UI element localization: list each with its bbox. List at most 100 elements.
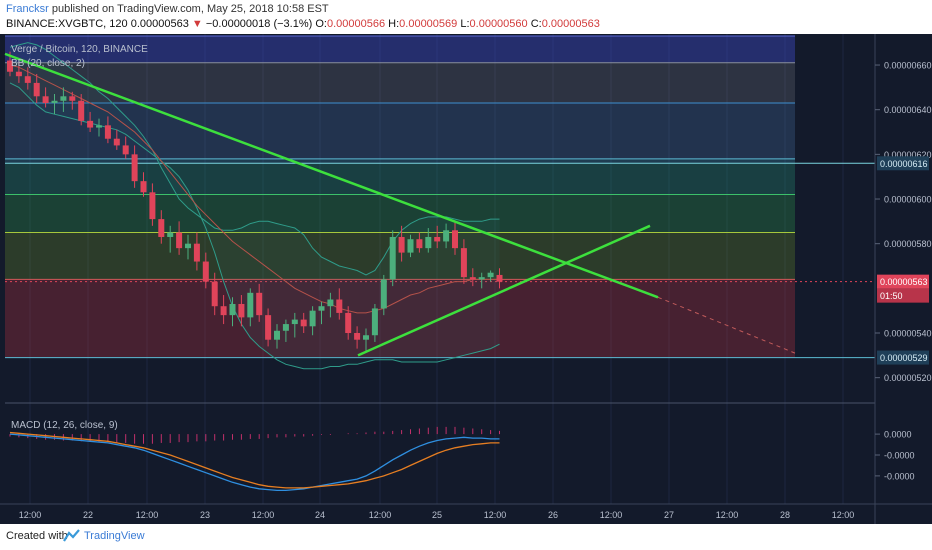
fib-retracement[interactable]: [5, 35, 875, 359]
signal-line: [9, 431, 500, 489]
time-tick-label: 28: [780, 510, 790, 520]
candle: [176, 221, 183, 255]
ohlc-line: BINANCE:XVGBTC, 120 0.00000563 ▼ −0.0000…: [6, 18, 600, 30]
candle-body: [363, 335, 369, 340]
time-tick-label: 12:00: [832, 510, 855, 520]
fib-lower-marker: 0.00000529: [877, 350, 929, 365]
candle-body: [247, 292, 254, 318]
tradingview-logo-icon: [63, 529, 80, 542]
candle: [478, 272, 485, 289]
price-axis[interactable]: 0.00000660 0.00000640 0.00000620 0.00000600…: [875, 61, 932, 384]
candle-body: [229, 303, 236, 316]
candle-body: [193, 243, 200, 262]
chart-area[interactable]: 0.00000660 0.00000640 0.00000620 0.00000600…: [0, 34, 932, 524]
candle-body: [185, 243, 191, 249]
time-tick-label: 12:00: [19, 510, 42, 520]
candle: [33, 73, 40, 103]
macd-axis[interactable]: 0.0000 -0.0000 -0.0000: [875, 430, 915, 482]
candle: [149, 183, 156, 226]
candles-group: [7, 51, 503, 351]
candle: [60, 87, 67, 112]
candle: [202, 252, 209, 289]
candle: [104, 116, 111, 144]
high-value: 0.00000569: [399, 18, 458, 30]
price-tick-label: 0.00000540: [884, 329, 932, 339]
fib-lower-marker-label: 0.00000529: [880, 353, 928, 363]
price-chart[interactable]: 0.00000660 0.00000640 0.00000620 0.00000600…: [0, 34, 932, 524]
fib-level-marker-label: 0.00000616: [880, 159, 928, 169]
countdown-marker-label: 01:50: [880, 291, 903, 301]
ascending-trendline[interactable]: [357, 224, 651, 357]
change-arrow: ▼: [191, 18, 203, 30]
fib-zone: [5, 158, 795, 164]
candle: [274, 324, 280, 349]
candle-body: [167, 232, 174, 237]
candle-body: [256, 292, 263, 316]
candle-body: [211, 281, 218, 307]
author-link[interactable]: Francksr: [6, 3, 49, 15]
high-label: H:: [388, 18, 400, 30]
candle: [15, 62, 22, 83]
price-tick-label: 0.00000520: [884, 373, 932, 383]
candle-body: [434, 236, 441, 242]
candle-body: [24, 76, 31, 83]
candle-body: [60, 96, 67, 101]
published-text: published on TradingView.com, May 25, 20…: [51, 3, 329, 15]
candle: [354, 326, 361, 349]
descending-trendline[interactable]: [4, 52, 659, 299]
time-tick-label: 23: [200, 510, 210, 520]
candle-body: [318, 306, 325, 311]
candle: [487, 270, 494, 282]
candle-body: [7, 60, 13, 72]
time-tick-label: 12:00: [252, 510, 275, 520]
candle: [256, 283, 263, 322]
candle: [42, 87, 49, 108]
candle-body: [398, 236, 405, 253]
candle-body: [140, 181, 147, 193]
candle: [363, 328, 369, 351]
candle: [78, 94, 85, 126]
candle: [345, 306, 352, 340]
candle-body: [487, 272, 494, 278]
candle-body: [389, 236, 396, 280]
candle: [220, 295, 227, 325]
fib-zone: [5, 163, 795, 195]
candle-body: [158, 219, 165, 237]
time-tick-label: 12:00: [136, 510, 159, 520]
low-label: L:: [460, 18, 470, 30]
candle-body: [460, 248, 467, 278]
candle-body: [345, 312, 352, 334]
candle: [469, 268, 476, 287]
candle-body: [496, 274, 503, 282]
time-axis[interactable]: 12:00 22 12:00 23 12:00 24 12:00 25 12:00 26 12:00…: [19, 510, 855, 520]
bb-fill: [10, 42, 500, 369]
candle-body: [309, 310, 316, 327]
candle: [229, 297, 236, 327]
candle: [122, 136, 129, 159]
candle-body: [238, 303, 245, 318]
macd-tick-label: -0.0000: [884, 451, 915, 461]
candle: [300, 312, 307, 334]
candle-body: [96, 125, 102, 128]
close-value: 0.00000563: [541, 18, 600, 30]
tradingview-brand[interactable]: TradingView: [84, 530, 145, 542]
time-tick-label: 22: [83, 510, 93, 520]
bollinger-bands: [9, 42, 500, 370]
candle-body: [452, 230, 458, 249]
candle-body: [282, 324, 289, 331]
trendlines[interactable]: [4, 52, 796, 357]
candle-body: [425, 236, 432, 249]
candle-body: [78, 100, 85, 121]
candle-body: [478, 277, 485, 280]
candle: [113, 129, 120, 150]
fib-lower-marker-bg: [877, 350, 929, 365]
legend-bb: BB (20, close, 2): [11, 58, 85, 69]
candle-body: [202, 261, 209, 282]
candle: [193, 232, 200, 271]
publish-line: Francksr published on TradingView.com, M…: [6, 3, 329, 15]
candle-body: [131, 154, 138, 182]
candle: [398, 225, 405, 262]
fib-zone: [5, 36, 795, 63]
candle: [51, 94, 58, 115]
time-tick-label: 12:00: [484, 510, 507, 520]
